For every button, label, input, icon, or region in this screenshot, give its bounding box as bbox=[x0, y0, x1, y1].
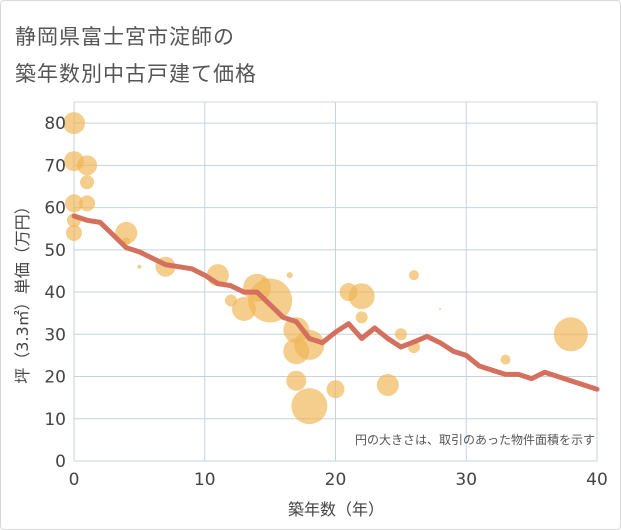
y-tick-label: 20 bbox=[44, 368, 66, 388]
x-tick-label: 20 bbox=[325, 470, 347, 490]
bubble-series bbox=[63, 112, 588, 425]
bubble-point bbox=[66, 224, 82, 241]
y-axis-label: 坪（3.3㎡）単価（万円） bbox=[13, 198, 32, 383]
bubble-point bbox=[63, 112, 85, 135]
bubble-point bbox=[394, 328, 407, 341]
bubble-point bbox=[115, 221, 138, 244]
bubble-point bbox=[376, 373, 399, 396]
bubble-point bbox=[286, 272, 293, 279]
bubble-point bbox=[79, 195, 96, 212]
bubble-point bbox=[553, 317, 588, 352]
y-tick-label: 30 bbox=[44, 325, 66, 345]
y-tick-label: 40 bbox=[44, 283, 66, 303]
bubble-point bbox=[294, 329, 325, 360]
chart-title-line1: 静岡県富士宮市淀師の bbox=[15, 25, 235, 49]
y-tick-label: 10 bbox=[44, 410, 66, 430]
x-axis-label: 築年数（年） bbox=[288, 500, 384, 519]
y-tick-label: 50 bbox=[44, 241, 66, 261]
bubble-point bbox=[439, 307, 442, 310]
x-tick-label: 40 bbox=[586, 470, 608, 490]
y-tick-label: 70 bbox=[44, 156, 66, 176]
chart-title-line2: 築年数別中古戸建て価格 bbox=[15, 62, 257, 86]
bubble-point bbox=[137, 264, 142, 269]
bubble-point bbox=[65, 194, 83, 213]
y-tick-label: 80 bbox=[44, 114, 66, 134]
trend-line bbox=[71, 213, 600, 392]
x-tick-label: 30 bbox=[455, 470, 477, 490]
bubble-point bbox=[408, 270, 419, 281]
y-tick-label: 0 bbox=[55, 452, 66, 472]
bubble-point bbox=[326, 380, 345, 399]
bubble-point bbox=[355, 311, 368, 324]
tick-labels: 0 10 20 30 40 0 10 20 30 40 50 60 70 80 bbox=[44, 114, 607, 490]
x-tick-label: 10 bbox=[194, 470, 216, 490]
bubble-point bbox=[286, 370, 307, 391]
bubble-point bbox=[291, 388, 328, 425]
x-tick-label: 0 bbox=[69, 470, 80, 490]
bubble-point bbox=[80, 175, 95, 190]
bubble-size-note: 円の大きさは、取引のあった物件面積を示す bbox=[355, 432, 595, 447]
bubble-point bbox=[500, 354, 511, 365]
y-tick-label: 60 bbox=[44, 199, 66, 219]
bubble-point bbox=[77, 155, 98, 176]
trend-series bbox=[71, 213, 600, 392]
bubble-point bbox=[248, 278, 293, 323]
bubble-point bbox=[348, 283, 375, 310]
